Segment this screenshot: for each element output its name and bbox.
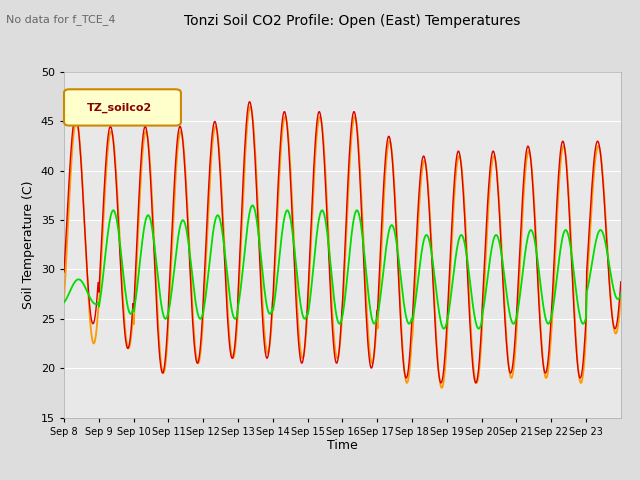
Text: Tonzi Soil CO2 Profile: Open (East) Temperatures: Tonzi Soil CO2 Profile: Open (East) Temp… [184, 14, 520, 28]
FancyBboxPatch shape [64, 89, 181, 126]
Y-axis label: Soil Temperature (C): Soil Temperature (C) [22, 180, 35, 309]
X-axis label: Time: Time [327, 439, 358, 453]
Text: TZ_soilco2: TZ_soilco2 [87, 102, 152, 113]
Text: No data for f_TCE_4: No data for f_TCE_4 [6, 14, 116, 25]
